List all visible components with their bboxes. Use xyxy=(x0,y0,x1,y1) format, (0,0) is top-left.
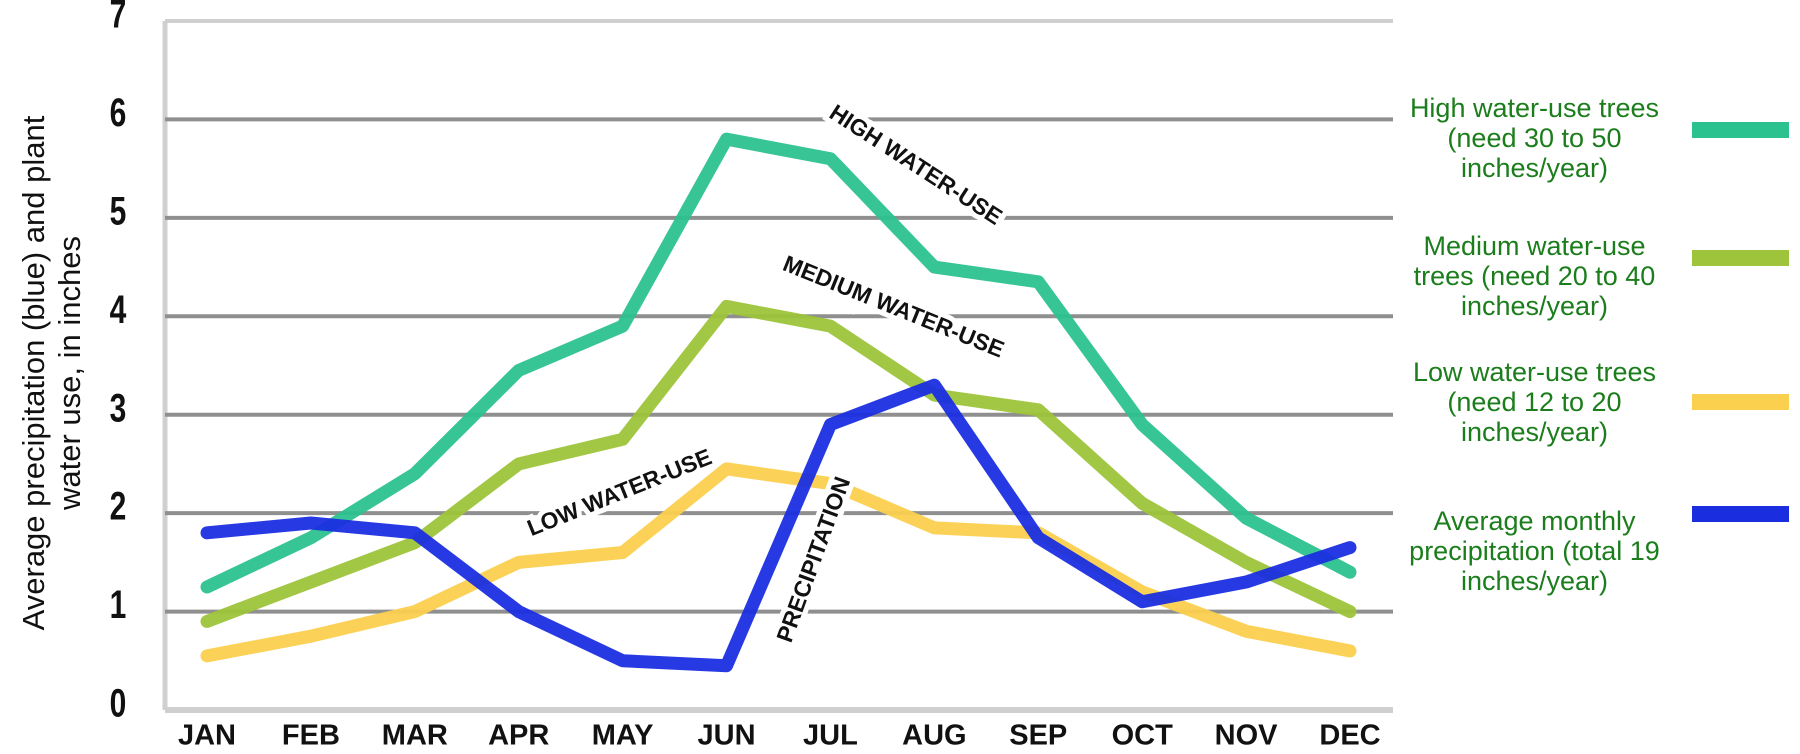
x-tick-label: APR xyxy=(488,720,549,752)
y-tick-label: 5 xyxy=(110,189,127,233)
x-tick-label: AUG xyxy=(902,720,966,752)
y-tick-label: 7 xyxy=(110,0,127,37)
y-axis-label: Average precipitation (blue) and plant w… xyxy=(16,115,87,631)
x-tick-label: FEB xyxy=(282,720,340,752)
x-tick-label: MAY xyxy=(592,720,654,752)
x-tick-label: OCT xyxy=(1112,720,1174,752)
y-tick-label: 0 xyxy=(110,681,127,725)
y-tick-label: 1 xyxy=(110,583,127,627)
x-tick-label: DEC xyxy=(1319,720,1380,752)
legend-label: Average monthly precipitation (total 19 … xyxy=(1409,506,1660,596)
legend-swatch xyxy=(1692,122,1789,138)
y-tick-label: 2 xyxy=(110,485,127,529)
y-tick-label: 4 xyxy=(110,288,127,332)
x-tick-label: SEP xyxy=(1009,720,1067,752)
x-tick-label: MAR xyxy=(382,720,448,752)
y-tick-label: 3 xyxy=(110,386,127,430)
legend-swatch xyxy=(1692,394,1789,410)
x-tick-label: JUN xyxy=(698,720,756,752)
annotation: PRECIPITATION xyxy=(771,473,855,646)
y-tick-label: 6 xyxy=(110,91,127,135)
x-tick-label: JAN xyxy=(178,720,236,752)
series-line xyxy=(200,132,1357,594)
x-tick-label: JUL xyxy=(803,720,858,752)
series-line xyxy=(200,299,1357,628)
legend-swatch xyxy=(1692,506,1789,522)
legend-label: High water-use trees (need 30 to 50 inch… xyxy=(1409,93,1660,183)
legend-swatch xyxy=(1692,250,1789,266)
series-line xyxy=(200,378,1357,673)
legend-label: Low water-use trees (need 12 to 20 inche… xyxy=(1412,357,1657,447)
legend-label: Medium water-use trees (need 20 to 40 in… xyxy=(1413,231,1656,321)
x-tick-label: NOV xyxy=(1215,720,1279,752)
